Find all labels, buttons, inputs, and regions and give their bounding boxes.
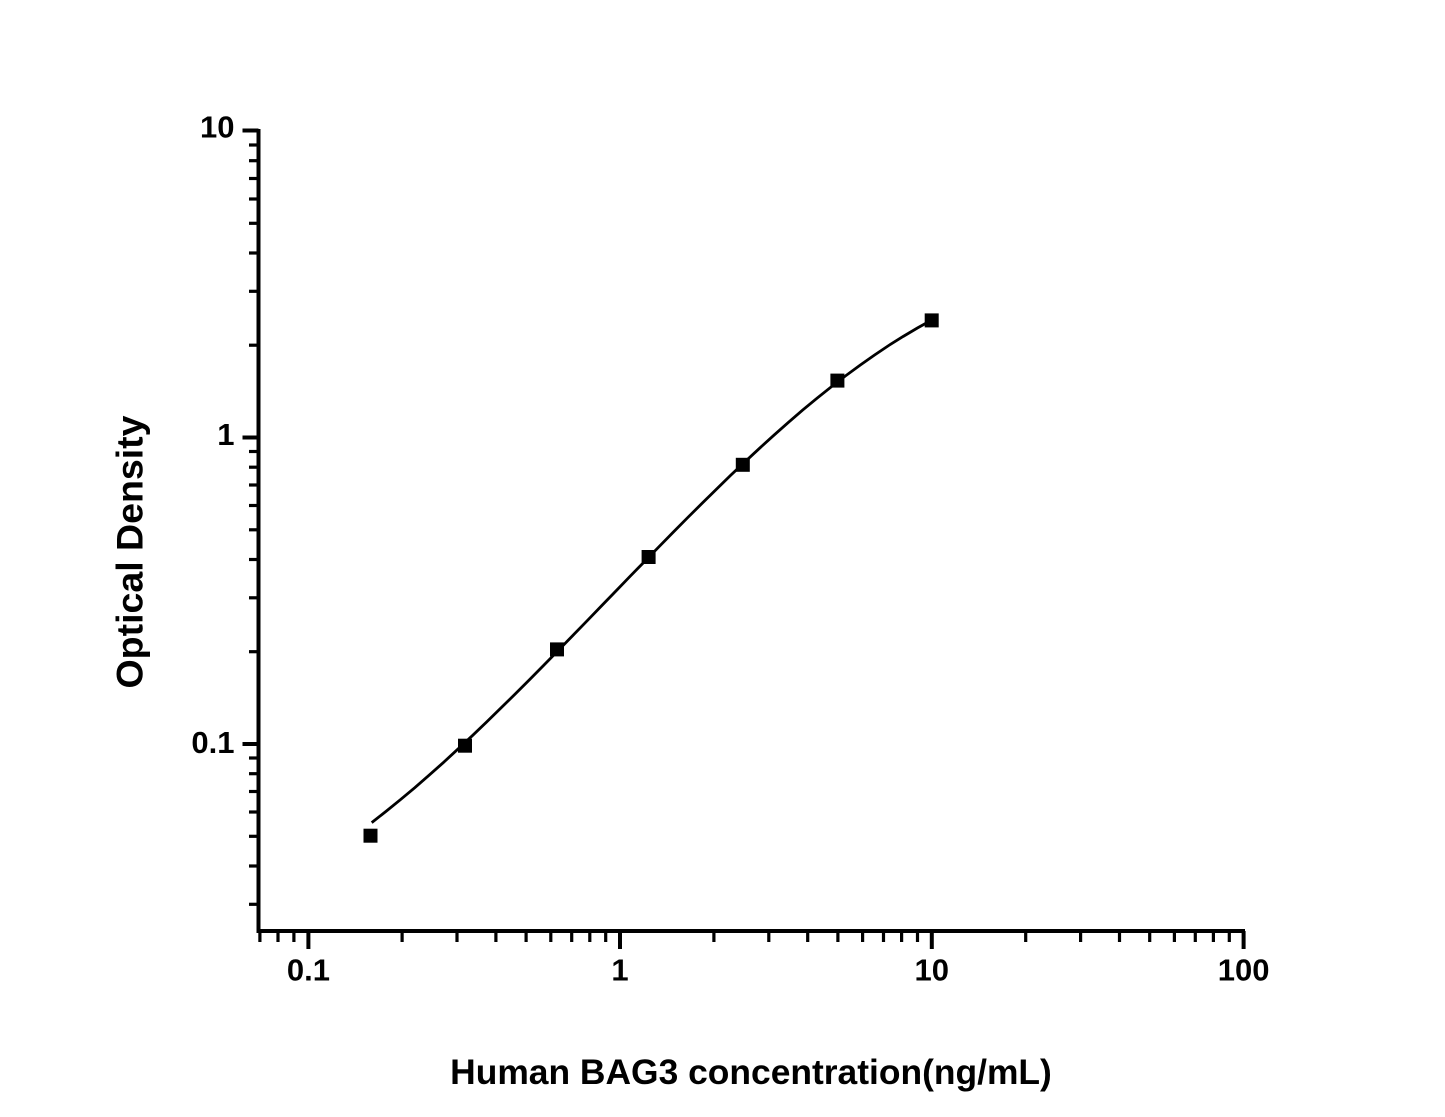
svg-text:Human BAG3 concentration(ng/mL: Human BAG3 concentration(ng/mL) [450, 1052, 1052, 1092]
svg-text:0.1: 0.1 [287, 953, 330, 988]
svg-text:1: 1 [217, 417, 234, 452]
svg-text:1: 1 [611, 953, 628, 988]
svg-text:10: 10 [200, 110, 234, 145]
svg-text:Optical Density: Optical Density [109, 415, 151, 688]
svg-text:10: 10 [915, 953, 949, 988]
svg-text:100: 100 [1218, 953, 1270, 988]
svg-text:0.1: 0.1 [191, 725, 234, 760]
